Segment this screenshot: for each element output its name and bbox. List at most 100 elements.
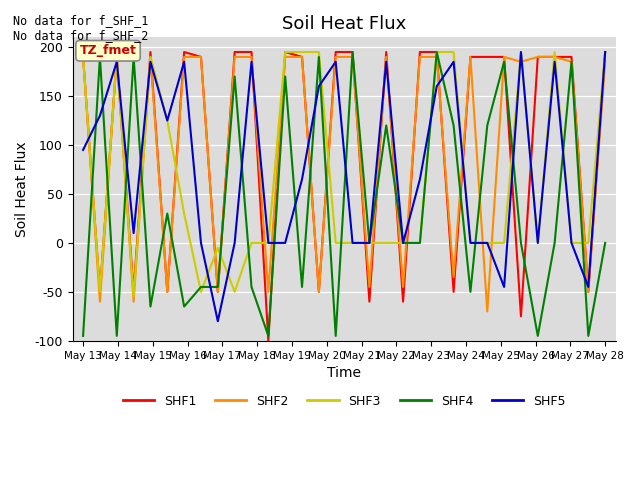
SHF5 [163, 118, 171, 123]
Y-axis label: Soil Heat Flux: Soil Heat Flux [15, 141, 29, 237]
SHF2 [264, 289, 272, 295]
SHF3 [602, 49, 609, 55]
SHF1 [264, 338, 272, 344]
SHF2 [214, 289, 221, 295]
SHF3 [248, 240, 255, 246]
SHF2 [349, 54, 356, 60]
SHF1 [551, 54, 559, 60]
SHF2 [332, 54, 340, 60]
SHF5 [534, 240, 541, 246]
SHF1 [197, 54, 205, 60]
Text: No data for f_SHF_1
No data for f_SHF_2: No data for f_SHF_1 No data for f_SHF_2 [13, 14, 148, 42]
SHF3 [315, 49, 323, 55]
SHF5 [282, 240, 289, 246]
SHF3 [483, 240, 491, 246]
SHF3 [568, 240, 575, 246]
SHF1 [450, 289, 458, 295]
SHF2 [534, 54, 541, 60]
SHF4 [349, 49, 356, 55]
SHF5 [584, 284, 592, 290]
SHF2 [147, 54, 154, 60]
SHF4 [282, 73, 289, 79]
SHF5 [197, 240, 205, 246]
SHF3 [163, 118, 171, 123]
SHF5 [551, 59, 559, 65]
SHF1 [214, 289, 221, 295]
SHF5 [416, 177, 424, 182]
SHF5 [450, 59, 458, 65]
SHF1 [382, 49, 390, 55]
SHF2 [298, 54, 306, 60]
SHF1 [517, 313, 525, 319]
SHF5 [214, 318, 221, 324]
SHF3 [231, 289, 239, 295]
SHF4 [584, 333, 592, 339]
SHF5 [298, 177, 306, 182]
SHF2 [231, 54, 239, 60]
SHF3 [433, 49, 440, 55]
SHF1 [180, 49, 188, 55]
SHF1 [130, 289, 138, 295]
SHF4 [467, 289, 474, 295]
SHF3 [298, 49, 306, 55]
SHF4 [113, 333, 120, 339]
SHF1 [248, 49, 255, 55]
SHF2 [483, 309, 491, 314]
SHF1 [298, 54, 306, 60]
SHF5 [349, 240, 356, 246]
SHF5 [332, 59, 340, 65]
SHF3 [534, 240, 541, 246]
SHF1 [399, 299, 407, 304]
SHF4 [517, 240, 525, 246]
SHF3 [180, 211, 188, 216]
SHF4 [416, 240, 424, 246]
SHF2 [113, 54, 120, 60]
SHF5 [500, 284, 508, 290]
Line: SHF1: SHF1 [83, 52, 605, 341]
SHF5 [113, 59, 120, 65]
SHF1 [483, 54, 491, 60]
SHF1 [568, 54, 575, 60]
SHF3 [399, 240, 407, 246]
SHF4 [147, 304, 154, 310]
SHF4 [264, 333, 272, 339]
SHF3 [214, 245, 221, 251]
SHF2 [248, 54, 255, 60]
SHF1 [416, 49, 424, 55]
SHF1 [147, 49, 154, 55]
SHF1 [433, 49, 440, 55]
SHF4 [500, 59, 508, 65]
Title: Soil Heat Flux: Soil Heat Flux [282, 15, 406, 33]
SHF3 [130, 294, 138, 300]
SHF5 [79, 147, 87, 153]
SHF3 [500, 240, 508, 246]
SHF5 [147, 59, 154, 65]
Legend: SHF1, SHF2, SHF3, SHF4, SHF5: SHF1, SHF2, SHF3, SHF4, SHF5 [118, 390, 571, 412]
Line: SHF3: SHF3 [83, 52, 605, 297]
SHF2 [282, 54, 289, 60]
SHF3 [467, 240, 474, 246]
SHF2 [197, 54, 205, 60]
SHF2 [130, 299, 138, 304]
SHF4 [231, 73, 239, 79]
SHF3 [584, 240, 592, 246]
SHF5 [248, 59, 255, 65]
SHF2 [96, 299, 104, 304]
SHF2 [416, 54, 424, 60]
SHF5 [315, 84, 323, 89]
SHF2 [315, 289, 323, 295]
SHF3 [79, 54, 87, 60]
SHF2 [79, 54, 87, 60]
SHF3 [382, 240, 390, 246]
SHF4 [298, 284, 306, 290]
SHF4 [96, 54, 104, 60]
SHF1 [467, 54, 474, 60]
SHF5 [602, 49, 609, 55]
SHF1 [500, 54, 508, 60]
SHF4 [483, 122, 491, 128]
SHF1 [113, 54, 120, 60]
SHF1 [315, 289, 323, 295]
SHF4 [79, 333, 87, 339]
SHF2 [551, 54, 559, 60]
SHF4 [399, 240, 407, 246]
